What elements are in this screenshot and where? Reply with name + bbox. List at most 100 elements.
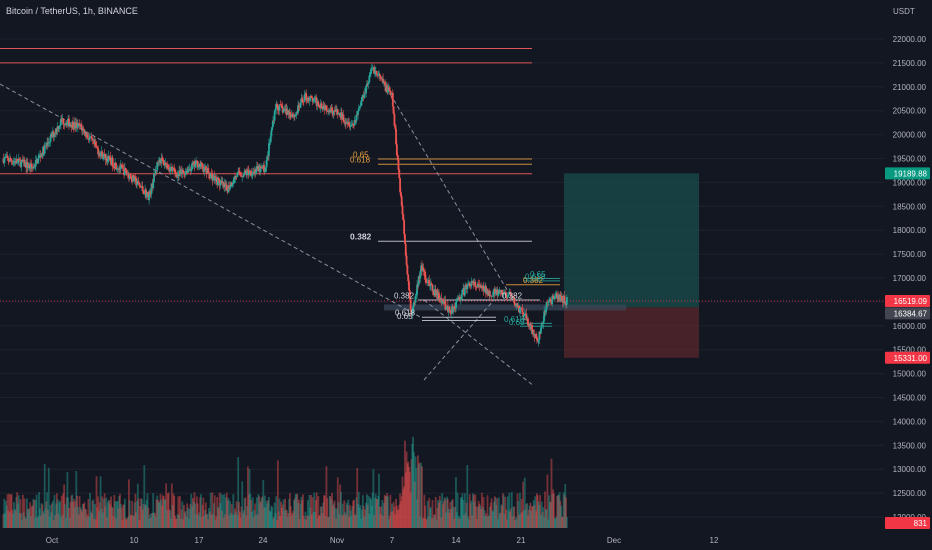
volume-bar [138,519,141,528]
volume-bar [110,496,112,528]
candle-body [291,114,294,116]
candle-body [359,105,362,107]
volume-bar [520,499,523,528]
volume-bar [162,495,164,528]
candle-body [459,298,462,301]
candle-body [268,143,270,156]
volume-bar [2,514,5,528]
position-zones[interactable] [384,173,699,358]
volume-bar [164,499,167,528]
volume-bar [247,466,249,528]
volume-bar [462,499,465,528]
candle-body [90,136,93,139]
volume-bar [148,518,151,528]
volume-bar [177,496,180,528]
volume-bar [324,516,327,528]
time-axis[interactable]: Oct 10 17 24 Nov 7 14 21 Dec 12 [46,536,719,545]
volume-bar [52,519,55,528]
candle-body [370,69,372,74]
volume-bar [549,501,552,528]
candle-body [86,133,89,139]
candle-body [259,166,261,173]
volume-bar [468,519,470,528]
volume-bar [425,519,428,528]
volume-bar [366,494,368,528]
volume-bar [35,494,38,528]
candle-body [561,295,563,301]
time-tick-label: 12 [710,536,719,545]
volume-bar [91,500,94,528]
volume-bar [379,514,382,528]
volume-bar [60,495,63,528]
volume-bar [205,514,208,528]
volume-bar [522,481,525,528]
volume-bar [201,504,204,528]
candle-body [215,177,218,178]
time-tick-label: 17 [195,536,204,545]
volume-bar [72,498,75,528]
volume-bar [510,492,513,528]
price-tick-label: 15500.00 [893,346,927,355]
volume-bar [504,496,507,528]
volume-bar [224,514,227,528]
candle-body [194,163,197,167]
candle-body [404,243,407,256]
entry-band [384,304,626,311]
volume-bar [383,494,386,528]
volume-bar [145,499,148,528]
candle-body [101,151,104,159]
volume-bar [383,502,385,528]
volume-bar [93,518,95,528]
volume-bar [325,466,328,528]
volume-bar [278,498,281,528]
volume-bar [235,501,238,528]
volume-bar [200,517,203,528]
volume-bar [263,507,265,528]
volume-bar [347,499,350,528]
candle-body [367,81,370,85]
volume-bar [42,511,44,528]
volume-bar [259,501,262,528]
volume-bar [494,497,497,528]
candle-body [389,90,392,93]
candle-body [43,145,46,154]
price-axis[interactable]: 22000.00 21500.00 21000.00 20500.00 20000.00… [893,35,927,522]
volume-bar [264,495,266,528]
candle-body [221,180,223,184]
candle-body [16,159,19,163]
candle-body [395,144,398,156]
volume-bar [204,510,206,528]
volume-bar [170,483,173,528]
candle-body [545,302,548,310]
volume-bar [565,497,567,528]
volume-bar [23,498,26,528]
candle-body [448,307,451,311]
candle-body [109,156,112,162]
volume-bar [302,515,305,528]
volume-bar [92,499,95,528]
volume-bar [294,493,297,528]
candle-body [238,171,240,172]
candle-body [191,163,193,170]
candle-body [397,159,400,170]
candle-body [133,176,136,182]
volume-bar [354,514,357,528]
volume-bar [328,495,331,528]
volume-bar [6,494,9,528]
candle-body [398,169,401,179]
candle-body [124,168,127,171]
drawing-lines[interactable] [0,48,884,387]
volume-bar [377,495,380,528]
candle-body [34,166,36,168]
candle-body [337,113,340,115]
volume-bar [249,493,252,528]
candle-body [26,162,29,168]
candle-body [201,163,204,169]
candle-body [527,318,529,326]
candle-body [143,193,146,195]
volume-bar [293,498,296,528]
candle-body [276,105,279,111]
candle-body [264,171,266,172]
profit-zone [564,173,699,308]
